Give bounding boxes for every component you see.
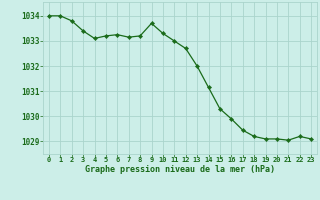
X-axis label: Graphe pression niveau de la mer (hPa): Graphe pression niveau de la mer (hPa) [85, 165, 275, 174]
